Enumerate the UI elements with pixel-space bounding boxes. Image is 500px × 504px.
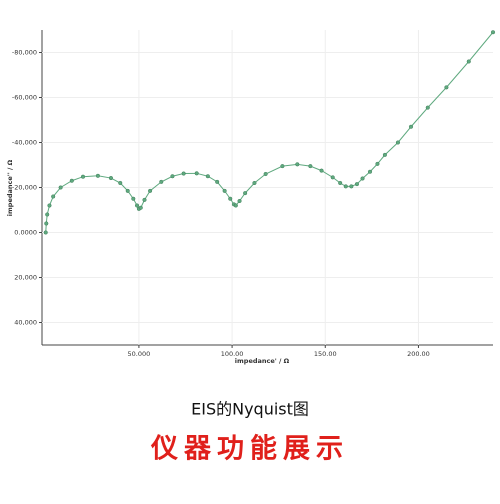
data-point [95, 173, 100, 178]
data-point [466, 59, 471, 64]
data-point [159, 179, 164, 184]
data-point [125, 188, 130, 193]
data-line [45, 31, 494, 233]
data-point [263, 171, 268, 177]
x-axis-label: impedance' / Ω [235, 357, 290, 365]
data-point [367, 169, 373, 174]
data-point [69, 178, 74, 183]
data-point [375, 161, 380, 166]
data-point [295, 162, 300, 167]
data-point [243, 191, 248, 196]
data-point [338, 180, 343, 186]
data-point [233, 203, 238, 208]
data-point [134, 203, 140, 208]
data-point [148, 188, 153, 193]
data-point [205, 174, 210, 179]
data-point [444, 85, 449, 90]
data-point [425, 105, 430, 110]
data-point [45, 212, 50, 217]
data-point [237, 198, 242, 204]
data-point [43, 230, 48, 235]
data-point [252, 180, 257, 186]
y-tick-label: -40,000 [12, 139, 37, 147]
x-tick-label: 200.00 [407, 350, 430, 358]
y-tick-label: -20,000 [12, 184, 37, 192]
data-point [181, 171, 186, 176]
data-point [215, 179, 220, 184]
data-point [51, 194, 56, 199]
data-point [47, 203, 52, 208]
data-point [222, 188, 227, 193]
data-point [354, 182, 360, 187]
banner: 仪器功能展示 [150, 433, 349, 465]
data-point [194, 171, 199, 176]
data-point [349, 184, 354, 189]
data-point [118, 180, 123, 186]
y-tick-label: -60,000 [12, 94, 37, 102]
data-point [44, 221, 49, 226]
data-point [395, 140, 401, 145]
y-tick-label: -80,000 [12, 49, 37, 57]
data-point [308, 164, 313, 169]
data-point [319, 168, 324, 173]
data-point [490, 30, 496, 35]
x-tick-label: 100.00 [221, 350, 244, 358]
x-tick-label: 50.000 [128, 350, 151, 358]
data-point [408, 124, 414, 129]
data-point [80, 174, 86, 179]
data-point [170, 174, 175, 179]
data-point [360, 176, 365, 181]
data-point [131, 196, 136, 201]
data-point [228, 196, 233, 201]
y-tick-label: 20,000 [14, 274, 37, 282]
y-axis-label: impedance'' / Ω [6, 159, 14, 216]
data-point [138, 205, 143, 210]
data-point [382, 152, 387, 157]
data-point [108, 176, 114, 181]
data-point [142, 197, 147, 202]
data-point [330, 175, 335, 180]
x-tick-label: 150.00 [314, 350, 337, 358]
caption: EIS的Nyquist图 [191, 400, 309, 419]
y-tick-label: 40,000 [14, 319, 37, 327]
data-point [343, 184, 348, 189]
data-point [58, 185, 63, 190]
y-tick-label: 0.0000 [14, 229, 37, 237]
data-point [280, 164, 285, 169]
